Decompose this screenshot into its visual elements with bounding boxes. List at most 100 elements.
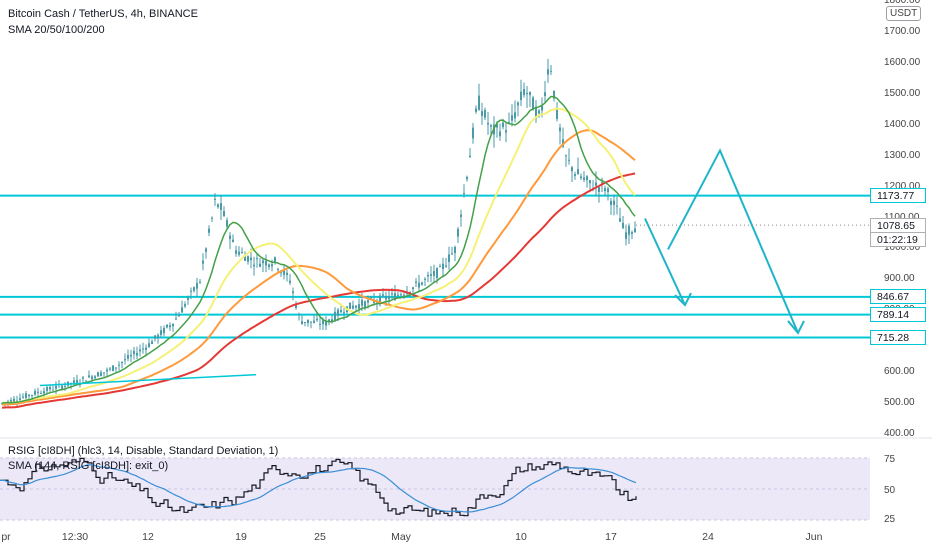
candle-body [322, 320, 324, 325]
candle-body [595, 182, 597, 186]
rsi-label-25: 25 [884, 514, 896, 525]
candle-body [625, 232, 627, 239]
candle-body [208, 228, 210, 233]
candle-body [91, 376, 93, 380]
candle-body [28, 394, 30, 397]
candle-body [499, 131, 501, 137]
candle-body [145, 347, 147, 350]
candle-body [259, 263, 261, 267]
rsi-sma-legend[interactable]: SMA (144, RSIG [cI8DH]: exit_0) [8, 460, 169, 472]
candle-body [223, 211, 225, 217]
candle-body [49, 387, 51, 390]
candle-body [19, 398, 21, 401]
candle-body [463, 193, 465, 195]
candle-body [40, 393, 42, 395]
sma-50-line [1, 107, 636, 405]
candle-body [94, 376, 96, 379]
candle-body [430, 274, 432, 276]
candle-body [163, 328, 165, 334]
candle-body [517, 102, 519, 106]
candle-body [265, 260, 267, 266]
candle-body [43, 391, 45, 394]
candle-body [403, 294, 405, 296]
candle-body [133, 350, 135, 355]
candle-body [445, 265, 447, 267]
indicator-legend[interactable]: SMA 20/50/100/200 [8, 24, 105, 36]
candle-body [52, 389, 54, 391]
candle-body [268, 264, 270, 267]
candle-body [136, 352, 138, 356]
candle-body [394, 293, 396, 301]
candle-body [505, 130, 507, 133]
candle-body [142, 348, 144, 350]
candle-body [415, 281, 417, 283]
price-tag-1173: 1173.77 [870, 188, 926, 203]
candle-body [382, 294, 384, 296]
candle-body [88, 375, 90, 378]
candle-body [121, 362, 123, 364]
candle-body [379, 295, 381, 305]
price-label: 900.00 [884, 273, 915, 285]
rsi-sma-line [0, 464, 637, 513]
candle-body [214, 198, 216, 201]
candle-body [601, 182, 603, 184]
candle-body [13, 398, 15, 402]
price-tag-846: 846.67 [870, 289, 926, 304]
candle-body [277, 269, 279, 271]
candle-body [289, 280, 291, 283]
price-tag-789: 789.14 [870, 307, 926, 322]
price-label: 1600.00 [884, 56, 921, 68]
candle-body [424, 278, 426, 280]
candle-body [172, 323, 174, 327]
candle-body [607, 188, 609, 192]
candle-body [622, 222, 624, 229]
symbol-title[interactable]: Bitcoin Cash / TetherUS, 4h, BINANCE [8, 8, 198, 20]
candle-body [580, 176, 582, 179]
candle-body [484, 109, 486, 118]
candle-body [118, 364, 120, 366]
candle-body [337, 309, 339, 316]
sma-200-line [1, 172, 636, 409]
price-label: 1400.00 [884, 118, 921, 130]
candle-body [457, 228, 459, 237]
candle-body [127, 355, 129, 359]
candle-body [106, 369, 108, 372]
candle-body [388, 296, 390, 300]
candle-body [502, 122, 504, 128]
candle-body [358, 304, 360, 309]
time-label-1230: 12:30 [61, 531, 89, 543]
rsi-legend[interactable]: RSIG [cI8DH] (hlc3, 14, Disable, Standar… [8, 445, 279, 457]
projection-arrow-1 [644, 218, 686, 306]
candle-body [550, 70, 552, 72]
candle-body [100, 372, 102, 376]
rsi-label-50: 50 [884, 485, 896, 496]
candle-body [529, 91, 531, 96]
time-label-jun: Jun [805, 531, 823, 543]
price-label: 400.00 [884, 428, 915, 439]
candle-body [166, 324, 168, 328]
candle-body [316, 318, 318, 321]
candle-body [64, 385, 66, 387]
candle-body [310, 321, 312, 323]
candle-body [553, 90, 555, 99]
candle-body [25, 393, 27, 398]
candle-body [589, 180, 591, 184]
candle-body [541, 105, 543, 111]
candle-body [508, 121, 510, 123]
candle-body [343, 312, 345, 314]
candle-body [271, 264, 273, 267]
candle-body [469, 155, 471, 158]
candle-body [196, 283, 198, 289]
price-tag-715: 715.28 [870, 330, 926, 345]
currency-badge[interactable]: USDT [886, 6, 922, 21]
time-label-10: 10 [515, 531, 527, 543]
candle-body [628, 225, 630, 235]
candle-body [76, 379, 78, 385]
candle-body [490, 125, 492, 127]
candle-body [103, 372, 105, 374]
candle-body [115, 367, 117, 369]
candle-body [139, 349, 141, 352]
candle-body [619, 218, 621, 222]
sma-100-line [1, 129, 636, 406]
